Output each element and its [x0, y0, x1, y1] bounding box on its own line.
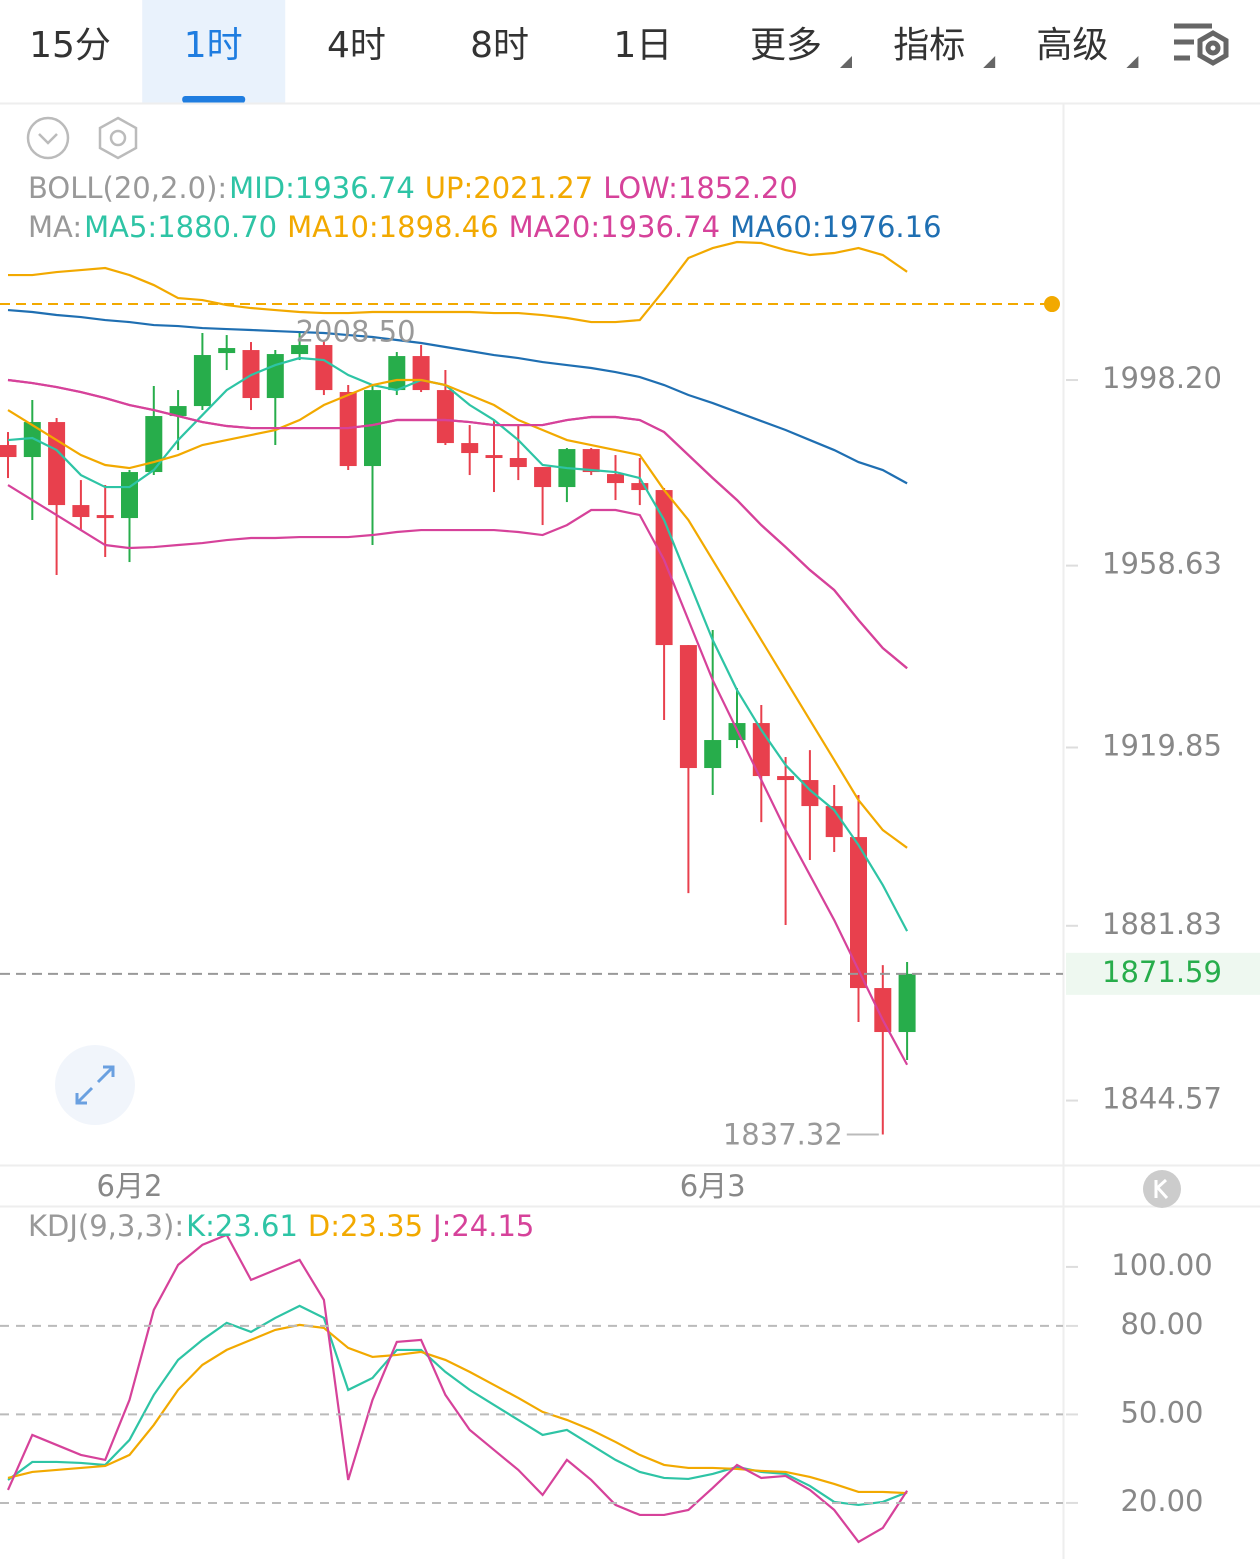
x-tick-label: 6月2: [97, 1169, 163, 1203]
candle-body: [850, 837, 867, 989]
y-tick-label: 20.00: [1120, 1484, 1203, 1518]
settings-icon[interactable]: [1174, 23, 1229, 66]
candle-body: [96, 515, 114, 519]
toolbar: 15分 1时 4时 8时 1日 更多 指标 高级: [29, 0, 1139, 103]
series-line: [7, 356, 909, 932]
candle-body: [48, 422, 66, 506]
candle-body: [266, 354, 284, 399]
alert-dot: [1044, 296, 1060, 313]
tab-label[interactable]: 1日: [613, 25, 672, 66]
expand-button[interactable]: [55, 1045, 135, 1125]
series-line: [7, 378, 908, 670]
legend-row: BOLL(20,2.0):MID:1936.74 UP:2021.27 LOW:18…: [28, 171, 798, 205]
candle-body: [825, 806, 843, 838]
y-tick-label: 1881.83: [1102, 907, 1222, 941]
candle-body: [315, 345, 333, 391]
tab-label[interactable]: 8时: [470, 25, 529, 66]
x-tick-label: 6月3: [680, 1169, 746, 1203]
k-line-button[interactable]: [1143, 1170, 1181, 1208]
legend-entry: J:24.15: [431, 1209, 534, 1243]
dropdown-caret: [983, 56, 996, 68]
legend-entry: MID:1936.74: [229, 171, 415, 205]
candle-body: [145, 416, 163, 473]
active-tab-indicator: [182, 96, 246, 103]
candle-body: [777, 776, 795, 781]
candle-body: [364, 390, 381, 467]
legend-entry: D:23.35: [308, 1209, 423, 1243]
candle-body: [461, 443, 479, 454]
candle-body: [23, 422, 41, 458]
last-price-box: [1066, 952, 1260, 995]
candle-body: [679, 645, 697, 769]
series-line: [7, 484, 909, 1066]
series-line: [7, 1323, 908, 1495]
legend-entry: K:23.61: [186, 1209, 298, 1243]
tab-label[interactable]: 4时: [327, 25, 386, 66]
candle-body: [485, 455, 503, 459]
y-tick-label: 1844.57: [1102, 1082, 1222, 1116]
legend-entry: MA10:1898.46: [287, 210, 498, 244]
candle-body: [388, 356, 406, 391]
collapse-button[interactable]: [26, 116, 70, 160]
candle-body: [704, 740, 722, 769]
candle-body: [121, 472, 138, 519]
tab-label[interactable]: 15分: [29, 25, 111, 66]
candle-body: [291, 345, 309, 355]
legend-title: KDJ(9,3,3):: [28, 1209, 184, 1243]
candle-body: [0, 445, 17, 458]
legend-row: MA:MA5:1880.70 MA10:1898.46 MA20:1936.74 MA…: [28, 210, 942, 244]
series-line: [7, 308, 908, 485]
tab-label[interactable]: 指标: [893, 25, 965, 66]
dropdown-caret: [840, 56, 852, 68]
legend-row: KDJ(9,3,3):K:23.61 D:23.35 J:24.15: [28, 1209, 534, 1243]
candle-body: [436, 390, 454, 444]
candle-body: [72, 505, 90, 518]
legend-entry: MA5:1880.70: [84, 210, 277, 244]
active-tab-bg: [142, 0, 286, 103]
candle-body: [169, 406, 187, 417]
candle-body: [874, 988, 892, 1033]
plot-area: [6, 1233, 909, 1544]
legend-entry: LOW:1852.20: [603, 171, 798, 205]
y-tick-label: 1998.20: [1102, 361, 1222, 395]
series-line: [7, 378, 908, 849]
dropdown-caret: [1126, 56, 1139, 68]
series-line: [8, 240, 908, 324]
high-label: 2008.50: [296, 315, 416, 349]
last-price-label: 1871.59: [1102, 955, 1222, 989]
tab-label[interactable]: 高级: [1036, 25, 1108, 66]
legend-entry: MA20:1936.74: [509, 210, 720, 244]
candle-body: [655, 490, 673, 646]
tab-label[interactable]: 1时: [184, 25, 243, 66]
candle-body: [412, 356, 430, 391]
legend-entry: UP:2021.27: [425, 171, 593, 205]
main-chart: 1998.20 1958.63 1919.85 1881.83 1844.57 1871.…: [0, 171, 1260, 1203]
candle-body: [534, 467, 552, 488]
indicator-settings-button[interactable]: [98, 116, 138, 160]
candle-body: [582, 449, 600, 473]
y-tick-label: 1958.63: [1102, 547, 1222, 581]
kdj-chart: 100.00 80.00 50.00 20.00 KDJ(9,3,3):K:23.61 D…: [0, 1209, 1213, 1544]
candle-body: [218, 348, 236, 354]
candle-body: [898, 973, 916, 1033]
y-tick-label: 1919.85: [1102, 728, 1222, 762]
candle-body: [631, 483, 649, 491]
candle-body: [607, 474, 624, 484]
legend-entry: MA60:1976.16: [730, 210, 941, 244]
candle-body: [509, 458, 527, 468]
plot-area: [0, 240, 916, 1135]
y-tick-label: 50.00: [1120, 1395, 1203, 1429]
legend-title: MA:: [28, 210, 82, 244]
tab-label[interactable]: 更多: [750, 25, 822, 66]
legend-title: BOLL(20,2.0):: [28, 171, 227, 205]
y-tick-label: 100.00: [1111, 1248, 1212, 1282]
low-label: 1837.32: [723, 1118, 843, 1152]
series-line: [6, 1233, 909, 1544]
candle-body: [193, 355, 211, 407]
y-tick-label: 80.00: [1120, 1307, 1203, 1341]
